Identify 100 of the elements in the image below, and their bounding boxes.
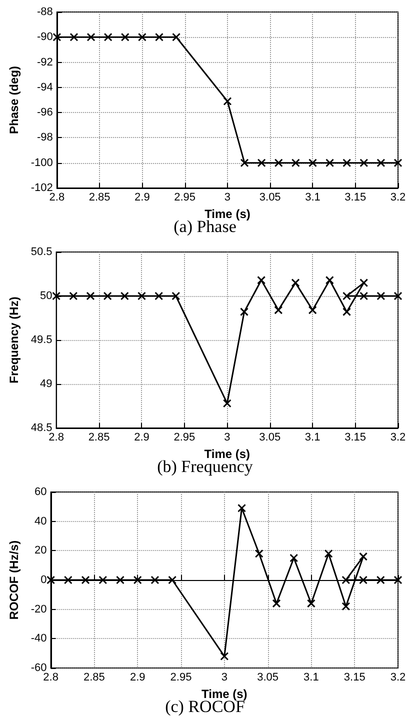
x-tick-label: 3 (224, 432, 230, 444)
x-tick-label: 3.05 (259, 192, 281, 204)
point (342, 602, 350, 611)
point (342, 158, 352, 168)
y-tick-label: 49.5 (30, 334, 52, 346)
point (394, 292, 402, 300)
point (376, 158, 386, 168)
point (120, 292, 129, 300)
point (257, 158, 266, 168)
x-tick-label: 3.2 (390, 432, 406, 444)
point (274, 158, 283, 168)
point (240, 308, 248, 316)
point (81, 576, 90, 584)
point (168, 576, 177, 584)
point (64, 576, 72, 584)
point (360, 278, 368, 288)
y-tick-label: -60 (30, 662, 47, 674)
y-axis-title: Phase (deg) (7, 66, 21, 134)
point (272, 599, 281, 608)
y-tick-label: -40 (30, 632, 47, 645)
y-tick-label: 49 (40, 378, 52, 390)
point (137, 292, 146, 300)
x-tick-label: 2.9 (134, 192, 150, 204)
x-tick-label: 3.1 (304, 432, 320, 444)
point (172, 292, 180, 300)
point (172, 32, 181, 42)
point (222, 399, 232, 408)
point (69, 292, 78, 300)
y-tick-label: -90 (37, 31, 53, 44)
point (103, 292, 112, 300)
point (257, 276, 266, 284)
point (342, 292, 351, 300)
x-tick-label: 2.8 (48, 432, 64, 444)
point (98, 576, 108, 584)
point (70, 32, 78, 42)
x-tick-label: 2.95 (174, 432, 196, 444)
y-tick-label: 50.5 (30, 246, 52, 258)
y-axis-title: ROCOF (Hz/s) (7, 540, 21, 620)
x-tick-label: 3.05 (257, 672, 279, 684)
point (274, 306, 283, 314)
x-tick-label: 2.9 (130, 672, 146, 684)
y-tick-label: -20 (30, 603, 47, 616)
point (133, 576, 142, 584)
point (240, 158, 249, 168)
x-tick-label: 3.2 (390, 192, 406, 204)
point (254, 549, 264, 558)
x-tick-label: 3.15 (344, 192, 366, 204)
y-tick-label: 50 (40, 290, 52, 302)
point (291, 278, 300, 288)
x-tick-label: 3 (224, 192, 231, 204)
point (376, 576, 385, 584)
point (238, 504, 246, 512)
point (150, 576, 160, 584)
point (86, 292, 95, 300)
y-tick-label: -94 (37, 81, 53, 94)
point (306, 599, 316, 608)
x-tick-label: 2.95 (174, 192, 196, 204)
y-tick-label: -96 (37, 106, 53, 119)
point (223, 97, 232, 106)
x-tick-label: 2.9 (134, 432, 150, 444)
y-tick-label: 0 (40, 574, 47, 586)
y-axis-title: Frequency (Hz) (7, 296, 21, 384)
y-tick-label: -98 (37, 132, 53, 144)
x-tick-label: 2.8 (43, 672, 58, 684)
y-tick-label: -88 (37, 6, 53, 18)
y-tick-label: 20 (34, 544, 47, 557)
point (138, 32, 146, 42)
point (46, 576, 56, 584)
point (376, 292, 386, 300)
point (324, 549, 333, 558)
x-tick-label: 3.05 (259, 432, 281, 444)
point (359, 576, 368, 584)
y-tick-label: 40 (34, 515, 47, 528)
point (104, 32, 112, 42)
point (325, 276, 334, 284)
point (220, 652, 229, 661)
y-tick-label: -92 (37, 56, 53, 68)
point (154, 32, 164, 42)
y-tick-label: -102 (30, 182, 53, 194)
point (360, 158, 368, 168)
y-tick-label: -100 (30, 156, 53, 169)
x-tick-label: 2.95 (170, 672, 192, 684)
point (359, 552, 368, 561)
point (86, 32, 96, 42)
point (291, 158, 300, 168)
y-tick-label: 60 (34, 486, 47, 498)
point (308, 306, 317, 314)
x-tick-label: 3.15 (344, 432, 366, 444)
x-tick-label: 2.85 (88, 432, 110, 444)
point (394, 158, 402, 168)
x-tick-label: 2.85 (83, 672, 105, 684)
x-tick-label: 3 (221, 672, 228, 684)
x-tick-label: 2.8 (49, 192, 65, 204)
point (120, 32, 130, 42)
x-tick-label: 3.1 (305, 192, 320, 204)
x-tick-label: 3.15 (344, 672, 366, 684)
point (326, 158, 334, 168)
point (360, 292, 368, 300)
x-tick-label: 3.1 (304, 672, 319, 684)
x-tick-label: 3.2 (390, 672, 406, 684)
